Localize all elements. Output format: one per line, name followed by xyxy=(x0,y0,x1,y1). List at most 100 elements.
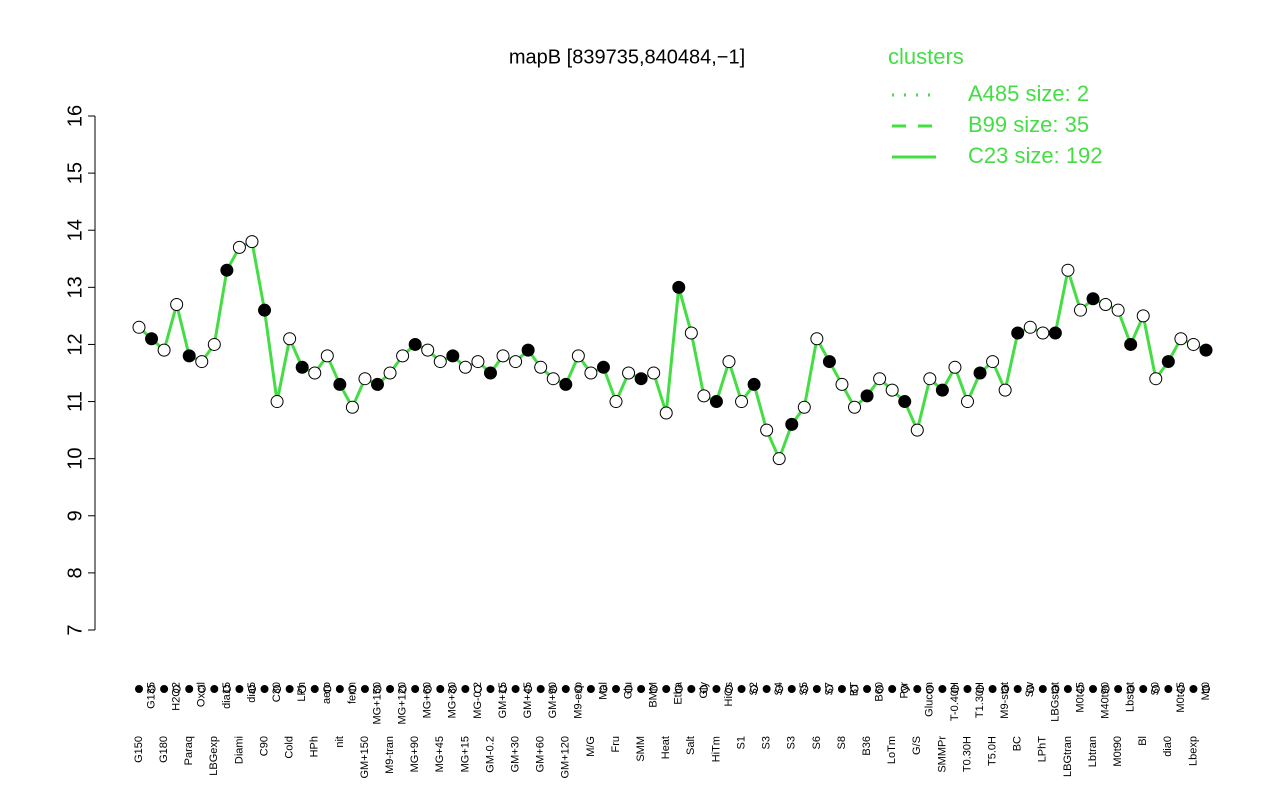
x-tick-label: S3 xyxy=(786,736,798,749)
x-tick-label: C90 xyxy=(258,736,270,756)
sample-marker xyxy=(750,685,759,693)
x-tick-label: BC xyxy=(1012,736,1024,751)
data-point xyxy=(308,366,322,380)
x-tick-label: T5.0H xyxy=(987,736,999,766)
data-point xyxy=(684,326,698,340)
y-tick-label: 11 xyxy=(64,391,86,412)
sample-marker xyxy=(925,685,934,693)
data-point xyxy=(145,332,159,346)
data-point xyxy=(860,389,874,403)
y-tick-label: 8 xyxy=(64,567,86,578)
x-tick-label: aero xyxy=(321,682,333,704)
x-tick-label: S4 xyxy=(773,682,785,695)
data-point xyxy=(1023,320,1037,334)
x-tick-label: Pyr xyxy=(899,682,911,699)
y-tick-label: 15 xyxy=(64,162,86,184)
data-point xyxy=(207,337,221,351)
sample-marker xyxy=(298,685,307,693)
x-tick-label: HPh xyxy=(309,736,321,757)
x-tick-label: LBGtran xyxy=(1062,736,1074,777)
x-tick-label: T0.30H xyxy=(961,736,973,772)
sample-marker xyxy=(1076,685,1085,693)
data-point xyxy=(182,349,196,363)
x-tick-label: M0t45 xyxy=(1175,682,1187,713)
sample-marker xyxy=(511,685,520,693)
data-point xyxy=(634,372,648,386)
x-tick-label: MG+30 xyxy=(447,682,459,718)
legend-title: clusters xyxy=(888,44,964,69)
x-tick-label: M0t90 xyxy=(1112,736,1124,767)
sample-marker xyxy=(260,685,269,693)
x-tick-label: S1 xyxy=(735,736,747,749)
data-point xyxy=(383,366,397,380)
sample-marker xyxy=(662,685,671,693)
x-tick-label: M0t45 xyxy=(1074,682,1086,713)
sample-marker xyxy=(197,685,206,693)
data-point xyxy=(195,355,209,369)
data-point xyxy=(697,389,711,403)
x-tick-label: SMMPr xyxy=(936,736,948,773)
sample-marker xyxy=(461,685,470,693)
x-tick-label: G135 xyxy=(145,682,157,709)
x-tick-label: GM+120 xyxy=(560,736,572,779)
sample-marker xyxy=(273,685,282,693)
sample-marker xyxy=(913,685,922,693)
sample-marker xyxy=(724,685,733,693)
x-tick-label: MG+60 xyxy=(422,682,434,718)
sample-marker xyxy=(976,685,985,693)
x-tick-label: ferm xyxy=(346,682,358,704)
sample-marker xyxy=(888,685,897,693)
sample-marker xyxy=(1089,685,1098,693)
data-point xyxy=(1161,355,1175,369)
data-point xyxy=(245,235,259,249)
sample-marker xyxy=(900,685,909,693)
data-point xyxy=(1124,337,1138,351)
sample-marker xyxy=(549,685,558,693)
sample-marker xyxy=(524,685,533,693)
sample-marker xyxy=(599,685,608,693)
sample-marker xyxy=(574,685,583,693)
x-tick-label: S7 xyxy=(823,682,835,695)
sample-marker xyxy=(135,685,143,693)
sample-marker xyxy=(160,685,169,693)
data-point xyxy=(232,240,246,254)
x-tick-label: Glu xyxy=(622,682,634,699)
sample-marker xyxy=(386,685,395,693)
x-tick-label: S8 xyxy=(836,736,848,749)
data-point xyxy=(810,332,824,346)
x-tick-label: Lbstat xyxy=(1125,682,1137,712)
x-tick-label: MG+150 xyxy=(371,682,383,725)
sample-marker xyxy=(850,685,859,693)
data-point xyxy=(960,395,974,409)
sample-marker xyxy=(398,685,407,693)
data-point xyxy=(1011,326,1025,340)
x-tick-label: BMM xyxy=(648,682,660,708)
x-tick-label: Mal xyxy=(597,682,609,700)
x-tick-label: C30 xyxy=(271,682,283,702)
x-tick-label: Cold xyxy=(284,736,296,759)
data-point xyxy=(910,423,924,437)
data-point xyxy=(1086,292,1100,306)
sample-marker xyxy=(624,685,633,693)
data-point xyxy=(433,355,447,369)
sample-marker xyxy=(863,685,872,693)
x-tick-label: BT xyxy=(848,682,860,696)
sample-marker xyxy=(448,685,457,693)
data-point xyxy=(421,343,435,357)
data-point xyxy=(873,372,887,386)
x-tick-label: GM+45 xyxy=(522,682,534,718)
sample-marker xyxy=(1101,685,1110,693)
x-tick-label: Salt xyxy=(685,736,697,755)
data-point xyxy=(622,366,636,380)
sample-marker xyxy=(1063,685,1072,693)
data-point xyxy=(735,395,749,409)
x-tick-label: GM+15 xyxy=(497,682,509,718)
sample-marker xyxy=(875,685,884,693)
sample-marker xyxy=(473,685,482,693)
x-tick-label: G150 xyxy=(133,736,145,763)
data-point xyxy=(986,355,1000,369)
data-point xyxy=(1111,303,1125,317)
sample-marker xyxy=(1139,685,1148,693)
